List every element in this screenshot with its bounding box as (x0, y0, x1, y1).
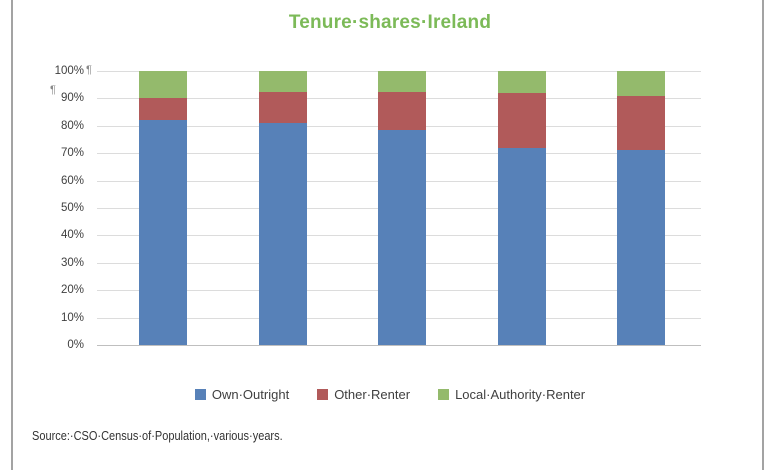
y-axis-tick-label: 20% (60, 284, 84, 296)
bar-segment (497, 147, 546, 345)
y-axis-tick-label: 100% (54, 65, 84, 77)
y-axis-tick-label: 80% (60, 120, 84, 132)
legend-item: Own·Outright (194, 387, 290, 402)
legend-item: Local·Authority·Renter (438, 387, 585, 402)
page-edge-right-line (762, 0, 764, 470)
bar-segment (617, 71, 665, 96)
legend-swatch-icon (194, 389, 206, 400)
legend-swatch-icon (317, 389, 329, 400)
bar-segment (497, 71, 546, 93)
bar-segment (139, 120, 187, 345)
legend-label: Own·Outright (211, 387, 290, 402)
y-axis-tick-label: 70% (60, 147, 84, 159)
bar-segment (139, 71, 187, 99)
y-axis-tick-label: 50% (60, 202, 84, 214)
y-axis-tick-label: 90% (60, 92, 84, 104)
bar-segment (378, 129, 426, 345)
y-axis-tick-label: 60% (60, 175, 84, 187)
bar-segment (139, 98, 187, 121)
bar-segment (258, 123, 307, 345)
y-axis-tick-label: 40% (60, 229, 84, 241)
x-axis-line (97, 345, 701, 346)
bar-segment (617, 95, 665, 151)
bar-group (617, 71, 665, 345)
bar-segment (378, 91, 426, 130)
pilcrow-mark: ¶ (50, 84, 56, 96)
bar-group (139, 71, 187, 345)
legend-label: Local·Authority·Renter (455, 387, 586, 402)
y-axis-tick-label: 0% (67, 339, 84, 351)
legend-item: Other·Renter (317, 387, 410, 402)
legend-swatch-icon (438, 389, 450, 400)
bar-segment (258, 71, 307, 92)
bar-group (378, 71, 426, 345)
bar-segment (497, 92, 546, 148)
page-edge-left-line (11, 0, 13, 470)
chart-title: Tenure·shares·Ireland (288, 12, 492, 33)
bar-segment (378, 71, 426, 92)
y-axis-tick-label: 30% (60, 257, 84, 269)
bar-group (258, 71, 307, 345)
y-axis-tick-label: 10% (60, 312, 84, 324)
chart-legend: Own·Outright Other·Renter Local·Authority·… (0, 387, 780, 402)
pilcrow-mark: ¶ (86, 64, 92, 76)
source-note: Source:·CSO·Census·of·Population,·variou… (32, 429, 283, 443)
bar-segment (617, 150, 665, 345)
stacked-bar-chart-plot-area[interactable] (97, 71, 701, 346)
bar-group (497, 71, 546, 345)
bar-segment (258, 91, 307, 124)
legend-label: Other·Renter (334, 387, 411, 402)
